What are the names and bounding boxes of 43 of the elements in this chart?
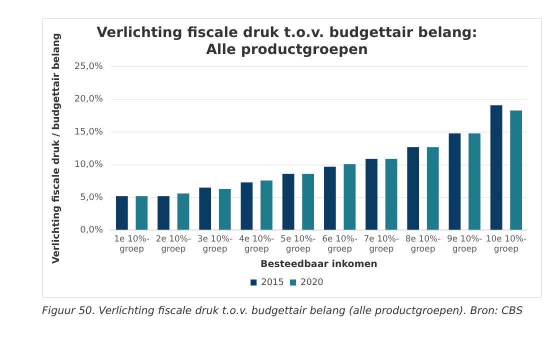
- x-tick-label: 4e 10%-groep: [238, 234, 274, 255]
- text: Figuur 50. Verlichting fiscale druk t.o.v. budgettair belang (alle productgroepen). Bron: CBS: [42, 304, 524, 318]
- x-tick-label: 5e 10%-groep: [280, 234, 316, 255]
- x-tick-label: 8e 10%-groep: [405, 234, 441, 255]
- y-tick-label: 20,0%: [74, 94, 104, 105]
- legend-label: 2020: [300, 278, 324, 288]
- bar: [426, 147, 439, 230]
- bar: [324, 166, 336, 230]
- bar: [177, 194, 190, 230]
- y-axis-title: Verlichting fiscale druk / budgettair belang: [51, 33, 62, 264]
- bar: [136, 196, 148, 230]
- y-tick-label: 5,0%: [80, 192, 104, 203]
- bar: [282, 174, 294, 230]
- x-tick-label: 3e 10%-groep: [197, 234, 233, 255]
- bar: [260, 180, 272, 230]
- bar: [302, 174, 314, 230]
- bar: [490, 105, 502, 230]
- bar: [407, 147, 420, 230]
- chart-title: Verlichting fiscale druk t.o.v. budgettair belang:: [96, 25, 478, 42]
- x-tick-label: 6e 10%-groep: [322, 234, 358, 255]
- bar: [116, 196, 128, 230]
- x-axis-title: Besteedbaar inkomen: [260, 258, 378, 270]
- x-tick-label: 2e 10%-groep: [156, 234, 192, 255]
- x-tick-label: 10e 10%-groep: [486, 234, 527, 255]
- y-tick-label: 0,0%: [80, 226, 104, 236]
- bar: [218, 188, 231, 230]
- bar: [468, 133, 480, 230]
- legend-label: 2015: [261, 278, 284, 288]
- bar: [344, 164, 356, 230]
- chart-subtitle: Alle productgroepen: [206, 42, 368, 58]
- bar: [366, 158, 378, 230]
- bar: [158, 196, 170, 230]
- bar: [510, 110, 522, 230]
- bar: [199, 188, 212, 230]
- y-tick-label: 15,0%: [74, 127, 104, 138]
- x-tick-label: 1e 10%-groep: [114, 234, 150, 255]
- y-tick-label: 25,0%: [74, 62, 104, 72]
- bar: [385, 158, 398, 230]
- y-tick-label: 10,0%: [74, 160, 104, 170]
- bar: [240, 182, 253, 230]
- x-tick-label: 9e 10%-groep: [446, 234, 482, 255]
- bar: [448, 133, 461, 230]
- x-tick-label: 7e 10%-groep: [364, 234, 400, 255]
